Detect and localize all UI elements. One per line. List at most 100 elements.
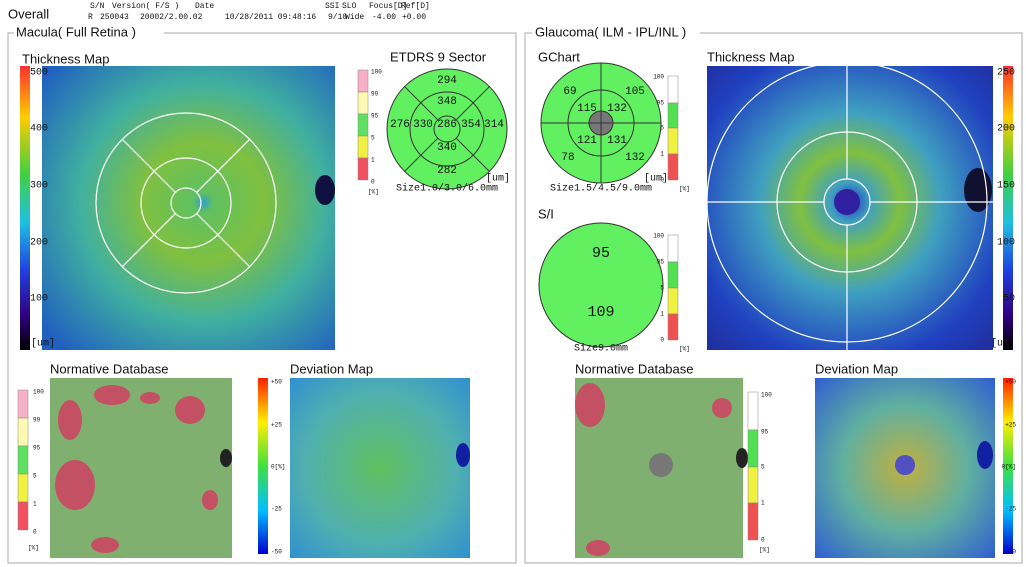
legend-label: 100 — [761, 392, 772, 399]
header-title: Overall — [8, 6, 49, 21]
header-column: SLO — [342, 2, 357, 11]
sector-value: 354 — [461, 119, 481, 131]
legend-label: 5 — [33, 473, 37, 480]
legend-unit: [%] — [759, 547, 770, 554]
legend-segment — [358, 158, 368, 180]
sector-value: 105 — [625, 86, 645, 98]
sector-value: 348 — [437, 96, 457, 108]
map-title: Thickness Map — [22, 51, 109, 66]
panel-title: Glaucoma( ILM - IPL/INL ) — [535, 24, 686, 39]
scale-label: 50 — [1003, 294, 1015, 305]
legend-label: 0 — [660, 177, 664, 184]
optic-disc — [977, 441, 993, 469]
page: { "header": { "title": "Overall", "colum… — [0, 0, 1026, 567]
abnormal-area — [586, 540, 610, 556]
color-bar — [1003, 66, 1013, 350]
legend-label: 99 — [371, 91, 379, 98]
scale-label: -50 — [271, 549, 282, 556]
optic-disc — [220, 449, 232, 467]
scale-label: 100 — [997, 238, 1015, 249]
legend-unit: [%] — [28, 545, 39, 552]
legend-label: 5 — [660, 285, 664, 292]
legend-segment — [668, 288, 678, 314]
legend-segment — [358, 92, 368, 114]
sector-value: 294 — [437, 75, 457, 87]
map-title: Deviation Map — [290, 361, 373, 376]
size-label: Size1.0/3.0/6.0mm — [396, 183, 498, 195]
legend-label: 1 — [33, 501, 37, 508]
si-value: 109 — [587, 304, 614, 321]
scale-label: 150 — [997, 181, 1015, 192]
map-title: Normative Database — [575, 361, 694, 376]
abnormal-area — [91, 537, 119, 553]
sector-value: 282 — [437, 165, 457, 177]
scale-label: +25 — [271, 422, 282, 429]
legend-label: 0 — [761, 537, 765, 544]
deviation-map — [290, 378, 470, 558]
scale-label: 250 — [997, 68, 1015, 79]
header-value: 20002/2.00.02 — [140, 13, 203, 22]
legend-segment — [358, 114, 368, 136]
scale-label: 100 — [30, 294, 48, 305]
legend-label: 95 — [761, 429, 769, 436]
scale-label: 200 — [997, 124, 1015, 135]
map-title: Thickness Map — [707, 49, 794, 64]
abnormal-area — [58, 400, 82, 440]
sector-value: 131 — [607, 135, 627, 147]
header-value: Wide — [345, 13, 364, 22]
header-eye: R — [88, 13, 93, 22]
legend-label: 5 — [371, 135, 375, 142]
legend-label: 100 — [653, 233, 664, 240]
legend-segment — [668, 262, 678, 288]
legend-segment — [358, 136, 368, 158]
unit-label: [um] — [31, 338, 55, 350]
legend-segment — [748, 430, 758, 467]
legend-segment — [668, 314, 678, 340]
legend-segment — [748, 467, 758, 503]
legend-label: 0 — [371, 179, 375, 186]
chart-title: S/I — [538, 206, 554, 221]
unit-label: [um] — [991, 338, 1015, 350]
scale-label: 400 — [30, 124, 48, 135]
legend-segment — [18, 502, 28, 530]
scale-label: -25 — [271, 506, 282, 513]
legend-segment — [748, 503, 758, 540]
legend-segment — [18, 418, 28, 446]
legend-label: 100 — [33, 389, 44, 396]
optic-disc — [456, 443, 470, 467]
header-column: S/N — [90, 2, 105, 11]
si-chart — [539, 223, 663, 347]
legend-segment — [668, 103, 678, 128]
sector-value: 132 — [625, 152, 645, 164]
legend-label: 95 — [33, 445, 41, 452]
legend-label: 1 — [761, 500, 765, 507]
header-value: 250043 — [100, 13, 129, 22]
scale-label: 0[%] — [1002, 464, 1016, 471]
scale-label: -25 — [1005, 506, 1016, 513]
header-column: Date — [195, 2, 214, 11]
color-bar — [20, 66, 30, 350]
scale-label: +25 — [1005, 422, 1016, 429]
scale-label: -50 — [1005, 549, 1016, 556]
legend-label: 1 — [660, 311, 664, 318]
optic-disc — [964, 168, 992, 212]
header-value: -4.00 — [372, 13, 396, 22]
size-label: Size1.5/4.5/9.0mm — [550, 183, 652, 195]
thickness-map — [42, 66, 335, 350]
legend-label: 5 — [660, 125, 664, 132]
sector-value: 115 — [577, 103, 597, 115]
scale-label: 200 — [30, 238, 48, 249]
sector-value: 314 — [484, 119, 504, 131]
legend-label: 95 — [657, 259, 665, 266]
si-value: 95 — [592, 245, 610, 262]
panel-title: Macula( Full Retina ) — [16, 24, 136, 39]
map-title: Deviation Map — [815, 361, 898, 376]
sector-value: 78 — [561, 152, 574, 164]
legend-label: 0 — [660, 337, 664, 344]
fovea — [834, 189, 860, 215]
legend-segment — [358, 70, 368, 92]
scale-label: +50 — [1005, 379, 1016, 386]
legend-unit: [%] — [679, 346, 690, 353]
size-label: Size9.0mm — [574, 343, 628, 355]
sector-value: 330 — [413, 119, 433, 131]
